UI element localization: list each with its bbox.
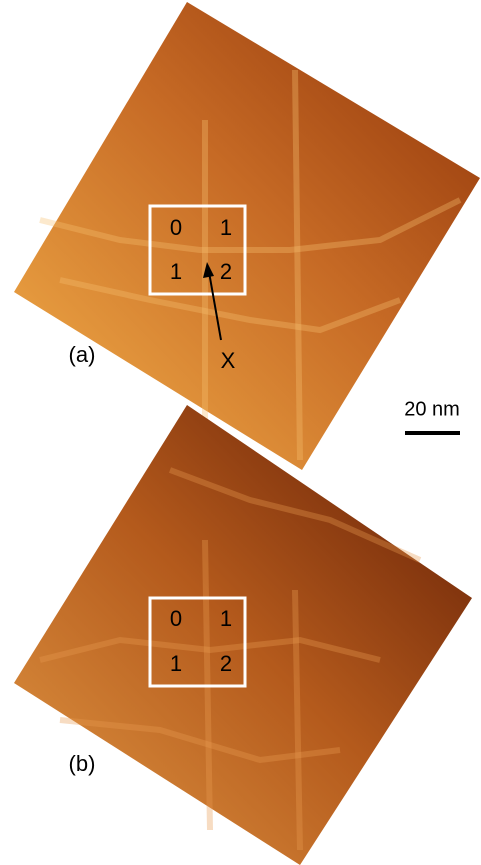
scale-bar-label: 20 nm xyxy=(404,398,460,420)
figure: 0 1 1 2 0 1 1 2 X (a) (b) 20 nm xyxy=(0,0,481,865)
region-label: 1 xyxy=(220,215,232,240)
region-label: 2 xyxy=(220,259,232,284)
region-label: 1 xyxy=(220,606,232,631)
stm-image-b xyxy=(14,405,472,865)
region-label: 2 xyxy=(220,651,232,676)
region-label: 0 xyxy=(170,215,182,240)
panel-label: (b) xyxy=(69,751,96,776)
region-label: 1 xyxy=(170,651,182,676)
annotation: X xyxy=(221,348,236,373)
region-label: 0 xyxy=(170,606,182,631)
region-label: 1 xyxy=(170,259,182,284)
panel-label: (a) xyxy=(69,342,96,367)
